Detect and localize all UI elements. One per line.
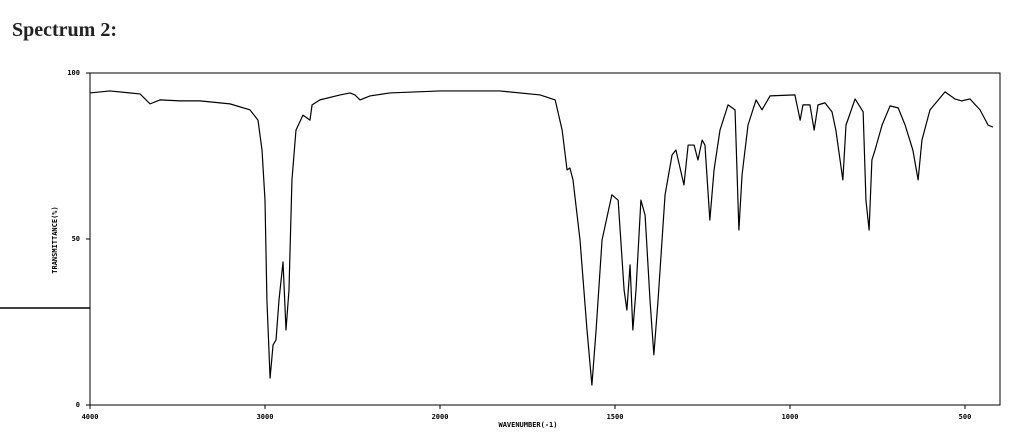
x-axis-label: WAVENUMBER(-1): [498, 421, 557, 429]
chart-title: Spectrum 2:: [12, 19, 117, 41]
x-tick-label: 1000: [782, 413, 799, 421]
x-tick-label: 1500: [607, 413, 624, 421]
y-axis-label: TRANSMITTANCE(%): [51, 206, 59, 273]
x-tick-label: 500: [959, 413, 972, 421]
y-tick-label: 100: [67, 69, 80, 77]
y-tick-label: 0: [76, 401, 80, 409]
x-tick-label: 3000: [257, 413, 274, 421]
x-tick-label: 2000: [432, 413, 449, 421]
y-tick-label: 50: [72, 235, 80, 243]
x-tick-label: 4000: [82, 413, 99, 421]
spectrum-line: [89, 90, 994, 386]
